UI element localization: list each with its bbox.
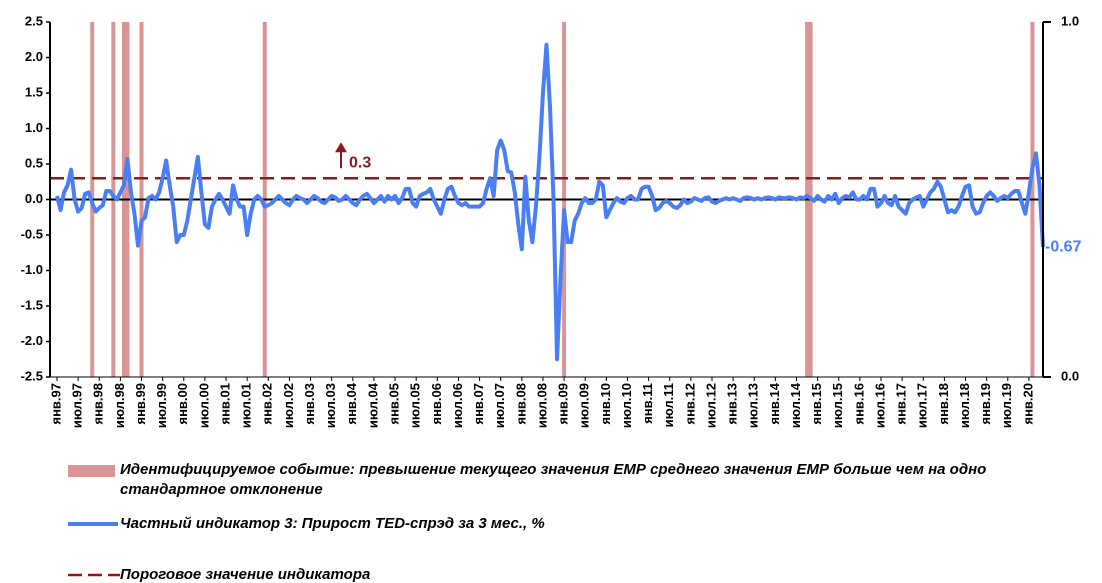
x-tick-label: янв.02	[260, 383, 275, 425]
x-tick-label: янв.97	[48, 383, 63, 425]
x-tick-label: июл.05	[408, 383, 423, 428]
x-tick-label: июл.15	[830, 383, 845, 428]
x-tick-label: июл.02	[281, 383, 296, 428]
y-tick-label: 0.0	[25, 191, 43, 206]
x-tick-label: янв.04	[344, 382, 359, 424]
x-tick-label: янв.20	[1020, 383, 1035, 425]
x-tick-label: июл.00	[196, 383, 211, 428]
x-tick-label: июл.98	[112, 383, 127, 428]
chart: 0.3 2.5 2.0 1.5 1.0 0.5 0.0 -0.5 -1.0 -1.5 -2.0 -2.…	[21, 13, 1082, 428]
x-tick-label: янв.01	[217, 383, 232, 425]
x-tick-label: июл.01	[239, 383, 254, 428]
x-tick-label: янв.18	[936, 383, 951, 425]
legend-label: Частный индикатор 3: Прирост TED-спрэд з…	[120, 515, 545, 532]
x-tick-label: янв.12	[682, 383, 697, 425]
x-tick-label: янв.98	[91, 383, 106, 425]
x-tick-label: янв.07	[471, 383, 486, 425]
x-tick-label: июл.11	[661, 383, 676, 427]
x-tick-label: июл.19	[999, 383, 1014, 428]
y2-tick-label: 1.0	[1061, 13, 1079, 28]
x-tick-label: янв.08	[513, 383, 528, 425]
legend-swatch-line	[68, 522, 118, 526]
last-value-label: -0.67	[1045, 238, 1082, 255]
legend-label: Идентифицируемое событие: превышение тек…	[120, 461, 987, 498]
y-tick-label: -2.5	[21, 368, 43, 383]
y-tick-label: 1.5	[25, 84, 43, 99]
x-tick-label: янв.16	[851, 383, 866, 425]
x-tick-label: янв.11	[640, 383, 655, 424]
line	[55, 42, 1045, 362]
x-tick-label: июл.97	[70, 383, 85, 428]
x-tick-label: июл.04	[365, 382, 380, 428]
x-tick-label: июл.03	[323, 383, 338, 428]
legend-swatch-threshold	[68, 573, 120, 577]
threshold-label: 0.3	[349, 154, 371, 171]
x-tick-label: июл.07	[492, 383, 507, 428]
x-tick-label: янв.19	[978, 383, 993, 425]
x-tick-label: июл.99	[154, 383, 169, 428]
y-tick-label: 2.5	[25, 13, 43, 28]
y-tick-label: -1.5	[21, 297, 43, 312]
y-tick-label: -1.0	[21, 262, 43, 277]
x-tick-label: янв.03	[302, 383, 317, 425]
x-tick-label: июл.09	[577, 383, 592, 428]
x-tick-label: июл.13	[746, 383, 761, 428]
legend-swatch-events	[68, 465, 115, 477]
x-tick-label: янв.13	[725, 383, 740, 425]
x-tick-label: янв.99	[133, 383, 148, 425]
x-tick-label: янв.06	[429, 383, 444, 425]
y2-tick-label: 0.0	[1061, 368, 1079, 383]
x-tick-label: янв.17	[894, 383, 909, 425]
y-tick-label: 1.0	[25, 120, 43, 135]
x-tick-label: янв.00	[175, 383, 190, 425]
threshold-arrowhead	[335, 142, 347, 153]
y-tick-label: -2.0	[21, 333, 43, 348]
x-tick-label: июл.10	[619, 383, 634, 428]
x-tick-label: июл.14	[788, 382, 803, 428]
x-tick-label: июл.16	[872, 383, 887, 428]
y-tick-label: 0.5	[25, 155, 43, 170]
y-tick-label: -0.5	[21, 226, 43, 241]
x-tick-label: июл.17	[915, 383, 930, 428]
x-tick-label: июл.18	[957, 383, 972, 428]
legend-label: Пороговое значение индикатора	[120, 566, 371, 583]
x-tick-label: янв.09	[556, 383, 571, 425]
y-tick-label: 2.0	[25, 49, 43, 64]
x-tick-label: янв.15	[809, 383, 824, 425]
x-tick-label: июл.12	[703, 383, 718, 428]
x-tick-label: июл.06	[450, 383, 465, 428]
x-tick-label: янв.10	[598, 383, 613, 425]
x-tick-label: янв.14	[767, 382, 782, 424]
x-tick-label: июл.08	[534, 383, 549, 428]
x-tick-label: янв.05	[386, 383, 401, 425]
